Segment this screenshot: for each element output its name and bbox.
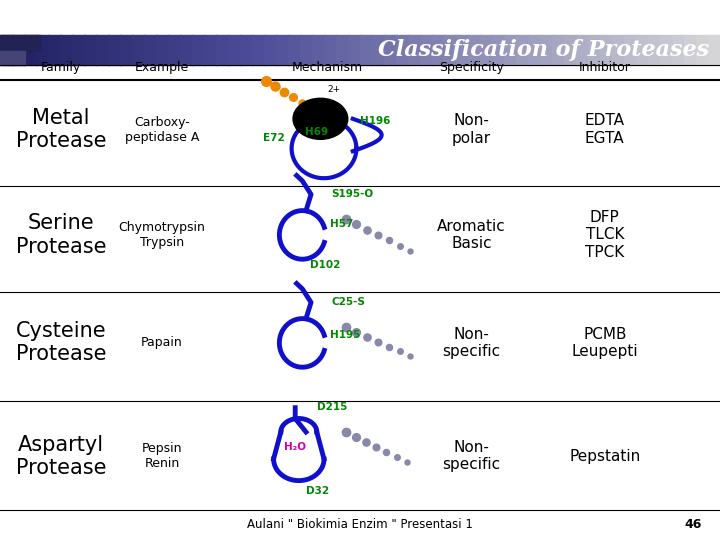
- Bar: [96, 35, 109, 65]
- Bar: [624, 35, 636, 65]
- Bar: [444, 35, 456, 65]
- Bar: [240, 35, 253, 65]
- Bar: [288, 35, 301, 65]
- Bar: [648, 35, 661, 65]
- Text: D102: D102: [310, 260, 340, 269]
- Text: Chymotrypsin
Trypsin: Chymotrypsin Trypsin: [119, 221, 205, 249]
- Text: H196: H196: [360, 117, 390, 126]
- Text: Papain: Papain: [141, 336, 183, 349]
- Bar: [492, 35, 505, 65]
- Text: EDTA
EGTA: EDTA EGTA: [585, 113, 625, 146]
- Bar: [192, 35, 204, 65]
- Bar: [180, 35, 193, 65]
- Text: H195: H195: [330, 330, 360, 340]
- Text: Mechanism: Mechanism: [292, 61, 363, 74]
- Text: Classification of Proteases: Classification of Proteases: [378, 39, 709, 61]
- Bar: [564, 35, 577, 65]
- Text: PCMB
Leupepti: PCMB Leupepti: [572, 327, 638, 359]
- Text: Pepsin
Renin: Pepsin Renin: [142, 442, 182, 470]
- Bar: [576, 35, 589, 65]
- Bar: [36, 35, 49, 65]
- Text: D215: D215: [317, 402, 347, 411]
- Bar: [24, 35, 37, 65]
- Text: Metal
Protease: Metal Protease: [16, 108, 107, 151]
- Bar: [336, 35, 348, 65]
- Bar: [420, 35, 433, 65]
- Bar: [228, 35, 240, 65]
- Bar: [396, 35, 409, 65]
- Bar: [60, 35, 73, 65]
- Text: Family: Family: [41, 61, 81, 74]
- Bar: [516, 35, 528, 65]
- Text: Carboxy-
peptidase A: Carboxy- peptidase A: [125, 116, 199, 144]
- Bar: [168, 35, 181, 65]
- Bar: [468, 35, 481, 65]
- Bar: [672, 35, 685, 65]
- Text: C25-S: C25-S: [331, 298, 365, 307]
- Bar: [540, 35, 553, 65]
- Bar: [132, 35, 145, 65]
- Text: E72: E72: [263, 133, 284, 143]
- Text: Pepstatin: Pepstatin: [570, 449, 640, 464]
- Bar: [72, 35, 85, 65]
- Bar: [528, 35, 541, 65]
- Text: Specificity: Specificity: [439, 61, 504, 74]
- Text: H₂O: H₂O: [284, 442, 306, 451]
- Bar: [708, 35, 720, 65]
- Text: 46: 46: [685, 518, 702, 531]
- Bar: [156, 35, 168, 65]
- Bar: [264, 35, 276, 65]
- Bar: [312, 35, 325, 65]
- Text: Inhibitor: Inhibitor: [579, 61, 631, 74]
- Bar: [372, 35, 384, 65]
- Bar: [324, 35, 337, 65]
- Bar: [0, 35, 13, 65]
- Text: Serine
Protease: Serine Protease: [16, 213, 107, 256]
- Text: H57: H57: [330, 219, 353, 229]
- Text: Aspartyl
Protease: Aspartyl Protease: [16, 435, 107, 478]
- Bar: [696, 35, 708, 65]
- Bar: [684, 35, 697, 65]
- Bar: [144, 35, 157, 65]
- Bar: [600, 35, 613, 65]
- Text: Example: Example: [135, 61, 189, 74]
- Text: S195-O: S195-O: [331, 190, 374, 199]
- Bar: [12, 35, 24, 65]
- Text: Non-
specific: Non- specific: [443, 440, 500, 472]
- Circle shape: [293, 98, 348, 139]
- Text: Aromatic
Basic: Aromatic Basic: [437, 219, 506, 251]
- Bar: [348, 35, 361, 65]
- Text: D32: D32: [306, 487, 329, 496]
- Bar: [48, 35, 60, 65]
- Bar: [504, 35, 517, 65]
- Text: Cysteine
Protease: Cysteine Protease: [16, 321, 107, 365]
- Bar: [588, 35, 600, 65]
- Bar: [432, 35, 445, 65]
- Bar: [0, 35, 40, 51]
- Bar: [636, 35, 649, 65]
- Bar: [480, 35, 492, 65]
- Bar: [108, 35, 121, 65]
- Bar: [120, 35, 132, 65]
- Text: Non-
specific: Non- specific: [443, 327, 500, 359]
- Text: Aulani " Biokimia Enzim " Presentasi 1: Aulani " Biokimia Enzim " Presentasi 1: [247, 518, 473, 531]
- Bar: [0, 51, 25, 65]
- Bar: [360, 35, 373, 65]
- Bar: [84, 35, 96, 65]
- Bar: [300, 35, 312, 65]
- Bar: [612, 35, 625, 65]
- Text: 2+: 2+: [328, 85, 341, 94]
- Bar: [216, 35, 229, 65]
- Text: H69: H69: [305, 127, 328, 137]
- Bar: [660, 35, 672, 65]
- Bar: [204, 35, 217, 65]
- Bar: [456, 35, 469, 65]
- Bar: [276, 35, 289, 65]
- Bar: [252, 35, 265, 65]
- Bar: [384, 35, 397, 65]
- Bar: [408, 35, 420, 65]
- Text: DFP
TLCK
TPCK: DFP TLCK TPCK: [585, 210, 624, 260]
- Text: Non-
polar: Non- polar: [452, 113, 491, 146]
- Bar: [552, 35, 564, 65]
